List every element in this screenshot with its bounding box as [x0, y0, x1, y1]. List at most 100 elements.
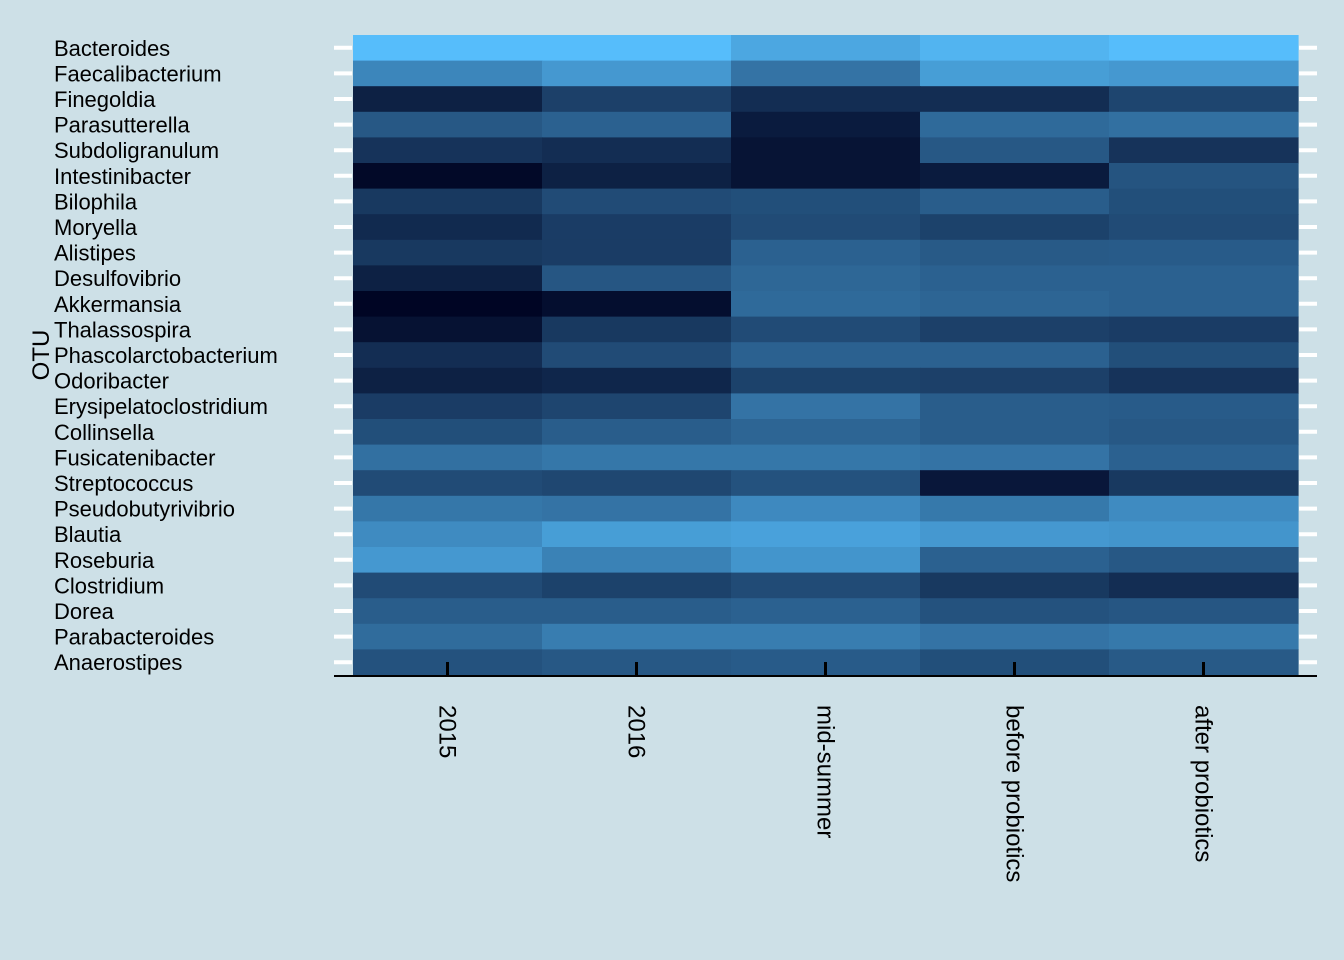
heatmap-cell	[1109, 163, 1299, 190]
heatmap-cell	[731, 163, 921, 190]
y-tick-label: Pseudobutyrivibrio	[54, 497, 235, 522]
y-tick-label: Moryella	[54, 215, 138, 240]
heatmap-cell	[1109, 470, 1299, 497]
y-tick-label: Phascolarctobacterium	[54, 343, 278, 368]
heatmap-cell	[731, 598, 921, 625]
heatmap-cell	[1109, 572, 1299, 599]
heatmap-cell	[353, 188, 543, 215]
y-tick-label: Dorea	[54, 599, 115, 624]
y-tick-label: Alistipes	[54, 241, 136, 266]
heatmap-cell	[731, 188, 921, 215]
x-tick-label: after probiotics	[1190, 705, 1217, 862]
y-tick-label: Faecalibacterium	[54, 61, 222, 86]
x-tick-label: mid-summer	[812, 705, 839, 838]
heatmap-cell	[920, 111, 1110, 138]
y-tick-label: Fusicatenibacter	[54, 445, 215, 470]
heatmap-cell	[920, 623, 1110, 650]
heatmap-cell	[353, 163, 543, 190]
heatmap-cell	[1109, 419, 1299, 446]
x-axis-tick-labels: 2015 2016 mid-summer before probiotics after…	[434, 705, 1217, 882]
heatmap-cell	[542, 393, 732, 420]
heatmap-cell	[920, 495, 1110, 522]
heatmap-cell	[920, 291, 1110, 318]
y-tick-label: Odoribacter	[54, 369, 169, 394]
heatmap-cell	[542, 444, 732, 471]
heatmap-cell	[1109, 188, 1299, 215]
heatmap-cell	[1109, 291, 1299, 318]
heatmap-cell	[353, 623, 543, 650]
x-tick-label: 2016	[623, 705, 650, 758]
y-tick-label: Akkermansia	[54, 292, 182, 317]
heatmap-cell	[542, 188, 732, 215]
heatmap-cell	[353, 137, 543, 164]
heatmap-cell	[731, 367, 921, 394]
heatmap-cell	[1109, 111, 1299, 138]
heatmap-cell	[1109, 86, 1299, 113]
heatmap-cell	[920, 393, 1110, 420]
heatmap-cell	[542, 598, 732, 625]
heatmap-cell	[353, 521, 543, 548]
heatmap-cell	[353, 265, 543, 292]
heatmap-cell	[1109, 214, 1299, 241]
heatmap-cell	[920, 572, 1110, 599]
heatmap-cell	[731, 547, 921, 574]
heatmap-cell	[353, 86, 543, 113]
heatmap-cell	[731, 521, 921, 548]
heatmap-cell	[542, 521, 732, 548]
heatmap-cell	[920, 163, 1110, 190]
heatmap-cell	[353, 214, 543, 241]
y-tick-label: Roseburia	[54, 548, 155, 573]
heatmap-cell	[920, 214, 1110, 241]
heatmap-cell	[920, 60, 1110, 87]
heatmap-cell	[542, 239, 732, 266]
heatmap-cell	[353, 316, 543, 343]
y-tick-label: Finegoldia	[54, 87, 156, 112]
y-tick-label: Intestinibacter	[54, 164, 191, 189]
heatmap-cell	[353, 495, 543, 522]
heatmap-cell	[731, 470, 921, 497]
heatmap-cell	[1109, 521, 1299, 548]
heatmap-cell	[731, 239, 921, 266]
y-tick-label: Bilophila	[54, 189, 138, 214]
heatmap-cell	[353, 470, 543, 497]
heatmap-cell	[731, 623, 921, 650]
x-axis-ticks	[446, 662, 1205, 676]
heatmap-cell	[731, 291, 921, 318]
x-tick-label: before probiotics	[1001, 705, 1028, 882]
heatmap-cell	[1109, 60, 1299, 87]
heatmap-cell	[920, 188, 1110, 215]
y-tick-label: Streptococcus	[54, 471, 193, 496]
heatmap-cell	[542, 86, 732, 113]
heatmap-cell	[353, 60, 543, 87]
heatmap-cell	[1109, 239, 1299, 266]
heatmap-cell	[1109, 35, 1299, 62]
y-tick-label: Thalassospira	[54, 317, 192, 342]
y-tick-label: Bacteroides	[54, 36, 170, 61]
heatmap-cell	[542, 572, 732, 599]
heatmap-cell	[353, 239, 543, 266]
heatmap-cell	[1109, 393, 1299, 420]
heatmap-cell	[731, 214, 921, 241]
heatmap-cell	[731, 444, 921, 471]
heatmap-cell	[920, 239, 1110, 266]
heatmap-cell	[1109, 495, 1299, 522]
heatmap-cell	[731, 265, 921, 292]
heatmap-cell	[1109, 623, 1299, 650]
heatmap-cell	[920, 342, 1110, 369]
y-axis-tick-labels: BacteroidesFaecalibacteriumFinegoldiaPar…	[54, 36, 278, 675]
heatmap-cell	[542, 547, 732, 574]
heatmap-cell	[542, 163, 732, 190]
heatmap-cell	[353, 342, 543, 369]
heatmap-cell	[920, 265, 1110, 292]
heatmap-cell	[920, 547, 1110, 574]
heatmap-cell	[542, 419, 732, 446]
heatmap-cells	[353, 35, 1299, 676]
heatmap-cell	[542, 367, 732, 394]
heatmap-cell	[1109, 444, 1299, 471]
y-tick-label: Clostridium	[54, 573, 164, 598]
heatmap-cell	[542, 35, 732, 62]
y-axis-ticks	[334, 45, 1317, 665]
heatmap-cell	[542, 60, 732, 87]
heatmap-cell	[1109, 316, 1299, 343]
heatmap-cell	[1109, 265, 1299, 292]
